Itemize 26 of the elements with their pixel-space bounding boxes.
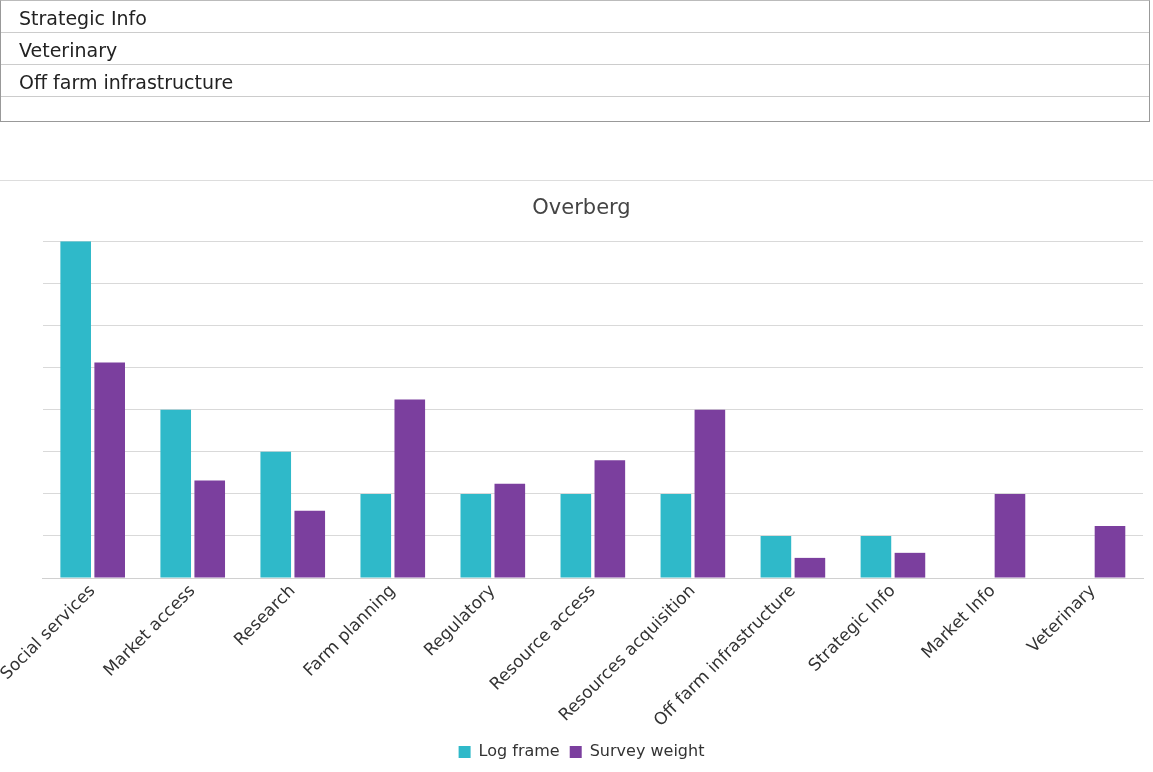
bar <box>1094 525 1126 578</box>
bar <box>360 493 392 578</box>
bar <box>860 535 892 578</box>
bar <box>760 535 792 578</box>
bar <box>460 493 492 578</box>
bar <box>594 460 626 578</box>
bar <box>560 493 592 578</box>
text: Veterinary <box>1 33 1149 65</box>
bar <box>694 409 726 578</box>
bar <box>260 451 292 578</box>
bar <box>294 510 326 578</box>
bar <box>994 493 1026 578</box>
text: Off farm infrastructure <box>1 65 1149 97</box>
bar <box>194 480 226 578</box>
bar <box>894 552 926 578</box>
bar <box>94 362 125 578</box>
chart-title: Overberg <box>532 195 631 220</box>
legend-label: Survey weight <box>589 741 705 761</box>
bar <box>660 493 692 578</box>
bar <box>794 557 826 578</box>
bar <box>494 483 526 578</box>
text: Strategic Info <box>1 1 1149 33</box>
bar <box>394 399 426 578</box>
bar <box>60 241 91 578</box>
bar <box>160 409 192 578</box>
legend-label: Log frame <box>478 741 560 761</box>
